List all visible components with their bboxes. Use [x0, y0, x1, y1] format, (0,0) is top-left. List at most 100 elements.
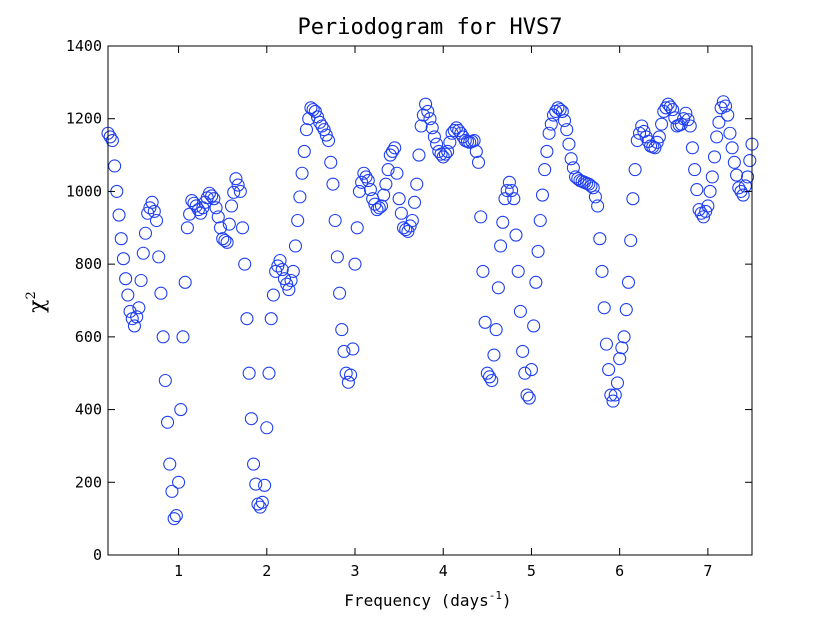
data-point — [535, 188, 550, 202]
data-point — [666, 103, 680, 117]
data-point — [169, 509, 183, 523]
data-point — [630, 133, 644, 148]
data-point — [652, 130, 666, 144]
data-point — [313, 115, 327, 129]
data-point — [624, 233, 638, 248]
data-point — [269, 264, 283, 278]
data-point — [738, 179, 752, 193]
data-point — [741, 170, 755, 184]
data-point — [344, 368, 358, 382]
data-point — [381, 163, 395, 177]
data-point — [538, 163, 552, 177]
data-point — [405, 213, 419, 228]
data-point — [209, 201, 223, 215]
data-point — [469, 144, 483, 158]
data-point — [696, 210, 711, 224]
data-point — [134, 273, 148, 288]
data-point — [324, 155, 338, 169]
data-point — [703, 184, 717, 198]
data-point — [187, 196, 201, 210]
data-point — [266, 288, 280, 302]
data-point — [502, 175, 516, 189]
data-point — [496, 215, 510, 229]
data-point — [224, 199, 239, 213]
data-point — [280, 277, 294, 291]
data-point — [727, 155, 741, 169]
data-point — [474, 210, 488, 224]
data-point — [154, 286, 168, 300]
data-point — [533, 213, 547, 228]
data-point — [114, 232, 128, 246]
data-point — [555, 104, 569, 118]
data-point — [718, 99, 733, 113]
data-point — [498, 192, 512, 206]
data-point — [346, 342, 360, 356]
data-point — [152, 250, 166, 264]
data-point — [410, 177, 424, 191]
data-point — [628, 163, 642, 177]
data-point — [615, 341, 629, 355]
y-axis-label-exponent: 2 — [24, 291, 39, 299]
data-point — [147, 204, 161, 218]
data-point — [489, 323, 503, 337]
data-point — [284, 273, 298, 288]
data-point — [597, 301, 611, 315]
data-point — [304, 101, 318, 115]
data-point — [582, 177, 596, 191]
data-point — [231, 178, 245, 192]
data-point — [211, 210, 225, 224]
data-point — [352, 184, 366, 198]
data-point — [288, 239, 303, 253]
data-point — [683, 119, 697, 133]
data-point — [310, 110, 325, 124]
data-point — [427, 130, 441, 144]
data-point — [213, 221, 228, 235]
data-point — [172, 475, 186, 489]
data-point — [591, 199, 605, 213]
data-point — [390, 166, 404, 180]
x-tick-label: 5 — [527, 562, 536, 580]
data-point — [507, 192, 521, 206]
data-point — [105, 133, 119, 148]
data-point — [476, 264, 490, 278]
data-point — [707, 150, 722, 164]
data-point — [560, 123, 574, 137]
data-point — [328, 213, 342, 228]
y-axis-label-main: χ — [25, 299, 50, 312]
data-point — [414, 119, 428, 133]
data-point — [286, 264, 300, 278]
data-point — [299, 123, 314, 137]
data-point — [143, 201, 157, 215]
data-point — [132, 301, 146, 315]
plot-frame — [107, 45, 753, 556]
data-point — [626, 192, 640, 206]
data-point — [264, 312, 278, 326]
data-point — [103, 130, 117, 144]
data-point — [447, 123, 461, 138]
data-point — [699, 204, 713, 218]
data-point — [220, 235, 234, 249]
data-point — [394, 206, 408, 220]
data-point — [677, 112, 691, 126]
data-point — [357, 166, 371, 180]
data-point — [282, 283, 296, 297]
data-point — [606, 394, 620, 408]
data-point — [551, 101, 565, 115]
data-point — [434, 147, 448, 161]
data-point — [679, 106, 693, 120]
data-point — [189, 199, 203, 213]
data-point — [480, 366, 494, 380]
data-point — [108, 159, 122, 173]
data-point — [297, 144, 311, 158]
data-point — [306, 103, 320, 117]
data-point — [602, 363, 616, 377]
y-tick-label: 400 — [75, 401, 102, 419]
data-point — [721, 108, 735, 122]
data-point — [350, 221, 364, 235]
data-point — [385, 144, 400, 158]
data-point — [341, 375, 355, 389]
data-point — [425, 121, 439, 135]
data-point — [315, 119, 329, 133]
data-point — [524, 363, 539, 377]
data-point — [416, 108, 430, 122]
